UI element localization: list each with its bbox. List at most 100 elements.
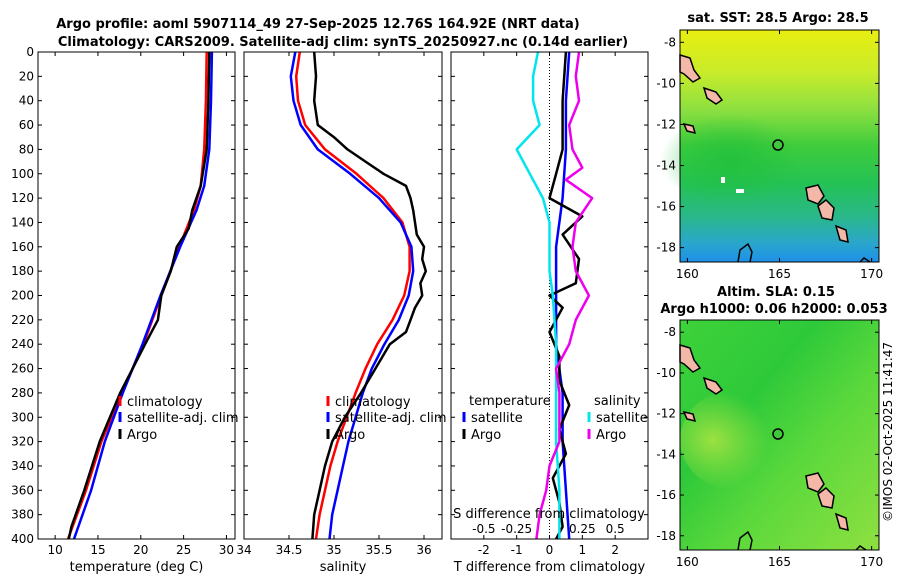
sst-map-missing-data bbox=[721, 177, 725, 183]
legend-label: satellite-adj. clim bbox=[127, 411, 239, 426]
depth-tick-label: 0 bbox=[26, 45, 34, 59]
temperature-panel: 0 20 40 60 80 100 120 140 160 180 200 220 240 260 280 3… bbox=[11, 45, 239, 575]
sla-map-title-line1: Altim. SLA: 0.15 bbox=[717, 285, 835, 300]
depth-tick-label: 100 bbox=[11, 167, 34, 181]
differences-xtick-label: -1 bbox=[511, 543, 523, 557]
salinity-frame bbox=[243, 51, 443, 540]
legend-temperature-title: temperature bbox=[469, 394, 551, 409]
differences-xtick-label: -2 bbox=[478, 543, 490, 557]
salinity-panel: 34 34.5 35 35.5 36 salinity climatologysatelli… bbox=[236, 51, 447, 575]
map-ytick-label: -8 bbox=[664, 35, 676, 49]
map-xtick-label: 170 bbox=[860, 267, 883, 281]
sst-map-island bbox=[805, 184, 825, 205]
sst-map-island bbox=[679, 53, 702, 83]
depth-tick-label: 200 bbox=[11, 289, 34, 303]
salinity-xtick-label: 34 bbox=[236, 543, 251, 557]
sst-map-missing-data bbox=[736, 189, 744, 193]
depth-tick-label: 320 bbox=[11, 435, 34, 449]
sst-map-island bbox=[702, 86, 724, 105]
s-difference-tick-label: 0.25 bbox=[569, 522, 596, 536]
depth-tick-label: 60 bbox=[19, 118, 34, 132]
sla-map-island bbox=[817, 487, 835, 509]
sla-map-argo-position bbox=[772, 428, 784, 440]
sla-map-island bbox=[702, 376, 724, 395]
difference-panel: -2 -1 0 1 2 T difference from climatology temp… bbox=[450, 51, 649, 575]
temperature-xtick-label: 25 bbox=[176, 543, 191, 557]
differences-xtick-label: 0 bbox=[546, 543, 554, 557]
sla-map-island bbox=[834, 512, 849, 532]
depth-tick-label: 360 bbox=[11, 483, 34, 497]
sst-map-island bbox=[817, 199, 835, 221]
depth-tick-label: 380 bbox=[11, 508, 34, 522]
sst-map-warm-patch bbox=[660, 115, 800, 205]
temperature-xtick-label: 30 bbox=[219, 543, 234, 557]
depth-tick-label: 20 bbox=[19, 69, 34, 83]
sst-map-island bbox=[834, 224, 849, 244]
series-argo bbox=[311, 51, 428, 540]
map-xtick-label: 165 bbox=[768, 267, 791, 281]
s-difference-tick-label: -0.5 bbox=[472, 522, 495, 536]
differences-xtick-label: 1 bbox=[579, 543, 587, 557]
temperature-frame bbox=[37, 51, 236, 540]
depth-tick-label: 120 bbox=[11, 191, 34, 205]
sla-map-island bbox=[679, 343, 702, 373]
map-xtick-label: 165 bbox=[768, 555, 791, 569]
map-xtick-label: 170 bbox=[860, 555, 883, 569]
map-ytick-label: -18 bbox=[656, 241, 676, 255]
legend-label: climatology bbox=[127, 395, 203, 410]
depth-tick-label: 140 bbox=[11, 215, 34, 229]
map-ytick-label: -12 bbox=[656, 117, 676, 131]
series-satellite-adj-clim bbox=[289, 51, 415, 540]
s-difference-tick-label: -0.25 bbox=[501, 522, 532, 536]
sst-map-coast bbox=[737, 242, 753, 263]
legend-label: Argo bbox=[596, 428, 626, 443]
temperature-xlabel: temperature (deg C) bbox=[70, 560, 204, 575]
map-ytick-label: -12 bbox=[656, 407, 676, 421]
s-difference-tick-label: 0.5 bbox=[606, 522, 625, 536]
sst-map-argo-position bbox=[772, 139, 784, 151]
differences-xlabel: T difference from climatology bbox=[453, 560, 646, 575]
depth-tick-label: 220 bbox=[11, 313, 34, 327]
legend-label: Argo bbox=[471, 428, 501, 443]
sst-map-title: sat. SST: 28.5 Argo: 28.5 bbox=[687, 11, 868, 26]
figure-title-line1: Argo profile: aoml 5907114_49 27-Sep-202… bbox=[56, 17, 580, 32]
map-ytick-label: -16 bbox=[656, 488, 676, 502]
depth-tick-label: 240 bbox=[11, 337, 34, 351]
depth-tick-label: 80 bbox=[19, 142, 34, 156]
map-ytick-label: -16 bbox=[656, 200, 676, 214]
depth-tick-label: 180 bbox=[11, 264, 34, 278]
sla-map-coast bbox=[737, 530, 753, 551]
legend-label: satellite bbox=[471, 411, 523, 426]
map-ytick-label: -10 bbox=[656, 76, 676, 90]
salinity-xtick-label: 35.5 bbox=[366, 543, 393, 557]
salinity-xlabel: salinity bbox=[320, 560, 367, 575]
legend-salinity-title: salinity bbox=[594, 394, 641, 409]
salinity-xtick-label: 34.5 bbox=[276, 543, 303, 557]
depth-tick-label: 340 bbox=[11, 459, 34, 473]
sst-map-island bbox=[682, 122, 697, 135]
depth-tick-label: 400 bbox=[11, 532, 34, 546]
map-ytick-label: -18 bbox=[656, 529, 676, 543]
sla-map-island bbox=[682, 410, 697, 423]
salinity-xtick-label: 36 bbox=[416, 543, 431, 557]
differences-frame bbox=[450, 51, 649, 540]
map-ytick-label: -14 bbox=[656, 447, 676, 461]
sst-map-panel: sat. SST: 28.5 Argo: 28.5 160 165 170 -8 -10… bbox=[656, 11, 883, 281]
legend-label: satellite-adj. clim bbox=[335, 411, 447, 426]
temperature-plot-area bbox=[38, 52, 235, 539]
legend-label: climatology bbox=[335, 395, 411, 410]
sst-map-coast bbox=[859, 257, 871, 263]
legend-label: satellite bbox=[596, 411, 648, 426]
sla-map-island bbox=[805, 472, 825, 493]
figure-title-line2: Climatology: CARS2009. Satellite-adj cli… bbox=[58, 35, 628, 50]
imos-credit: ©IMOS 02-Oct-2025 11:41:47 bbox=[881, 342, 895, 522]
sla-map-title-line2: Argo h1000: 0.06 h2000: 0.053 bbox=[660, 302, 887, 317]
series-argo bbox=[67, 51, 211, 540]
depth-tick-label: 300 bbox=[11, 410, 34, 424]
depth-tick-label: 260 bbox=[11, 362, 34, 376]
depth-tick-label: 160 bbox=[11, 240, 34, 254]
series-salinity-argo bbox=[535, 51, 594, 540]
map-ytick-label: -10 bbox=[656, 366, 676, 380]
depth-tick-label: 280 bbox=[11, 386, 34, 400]
